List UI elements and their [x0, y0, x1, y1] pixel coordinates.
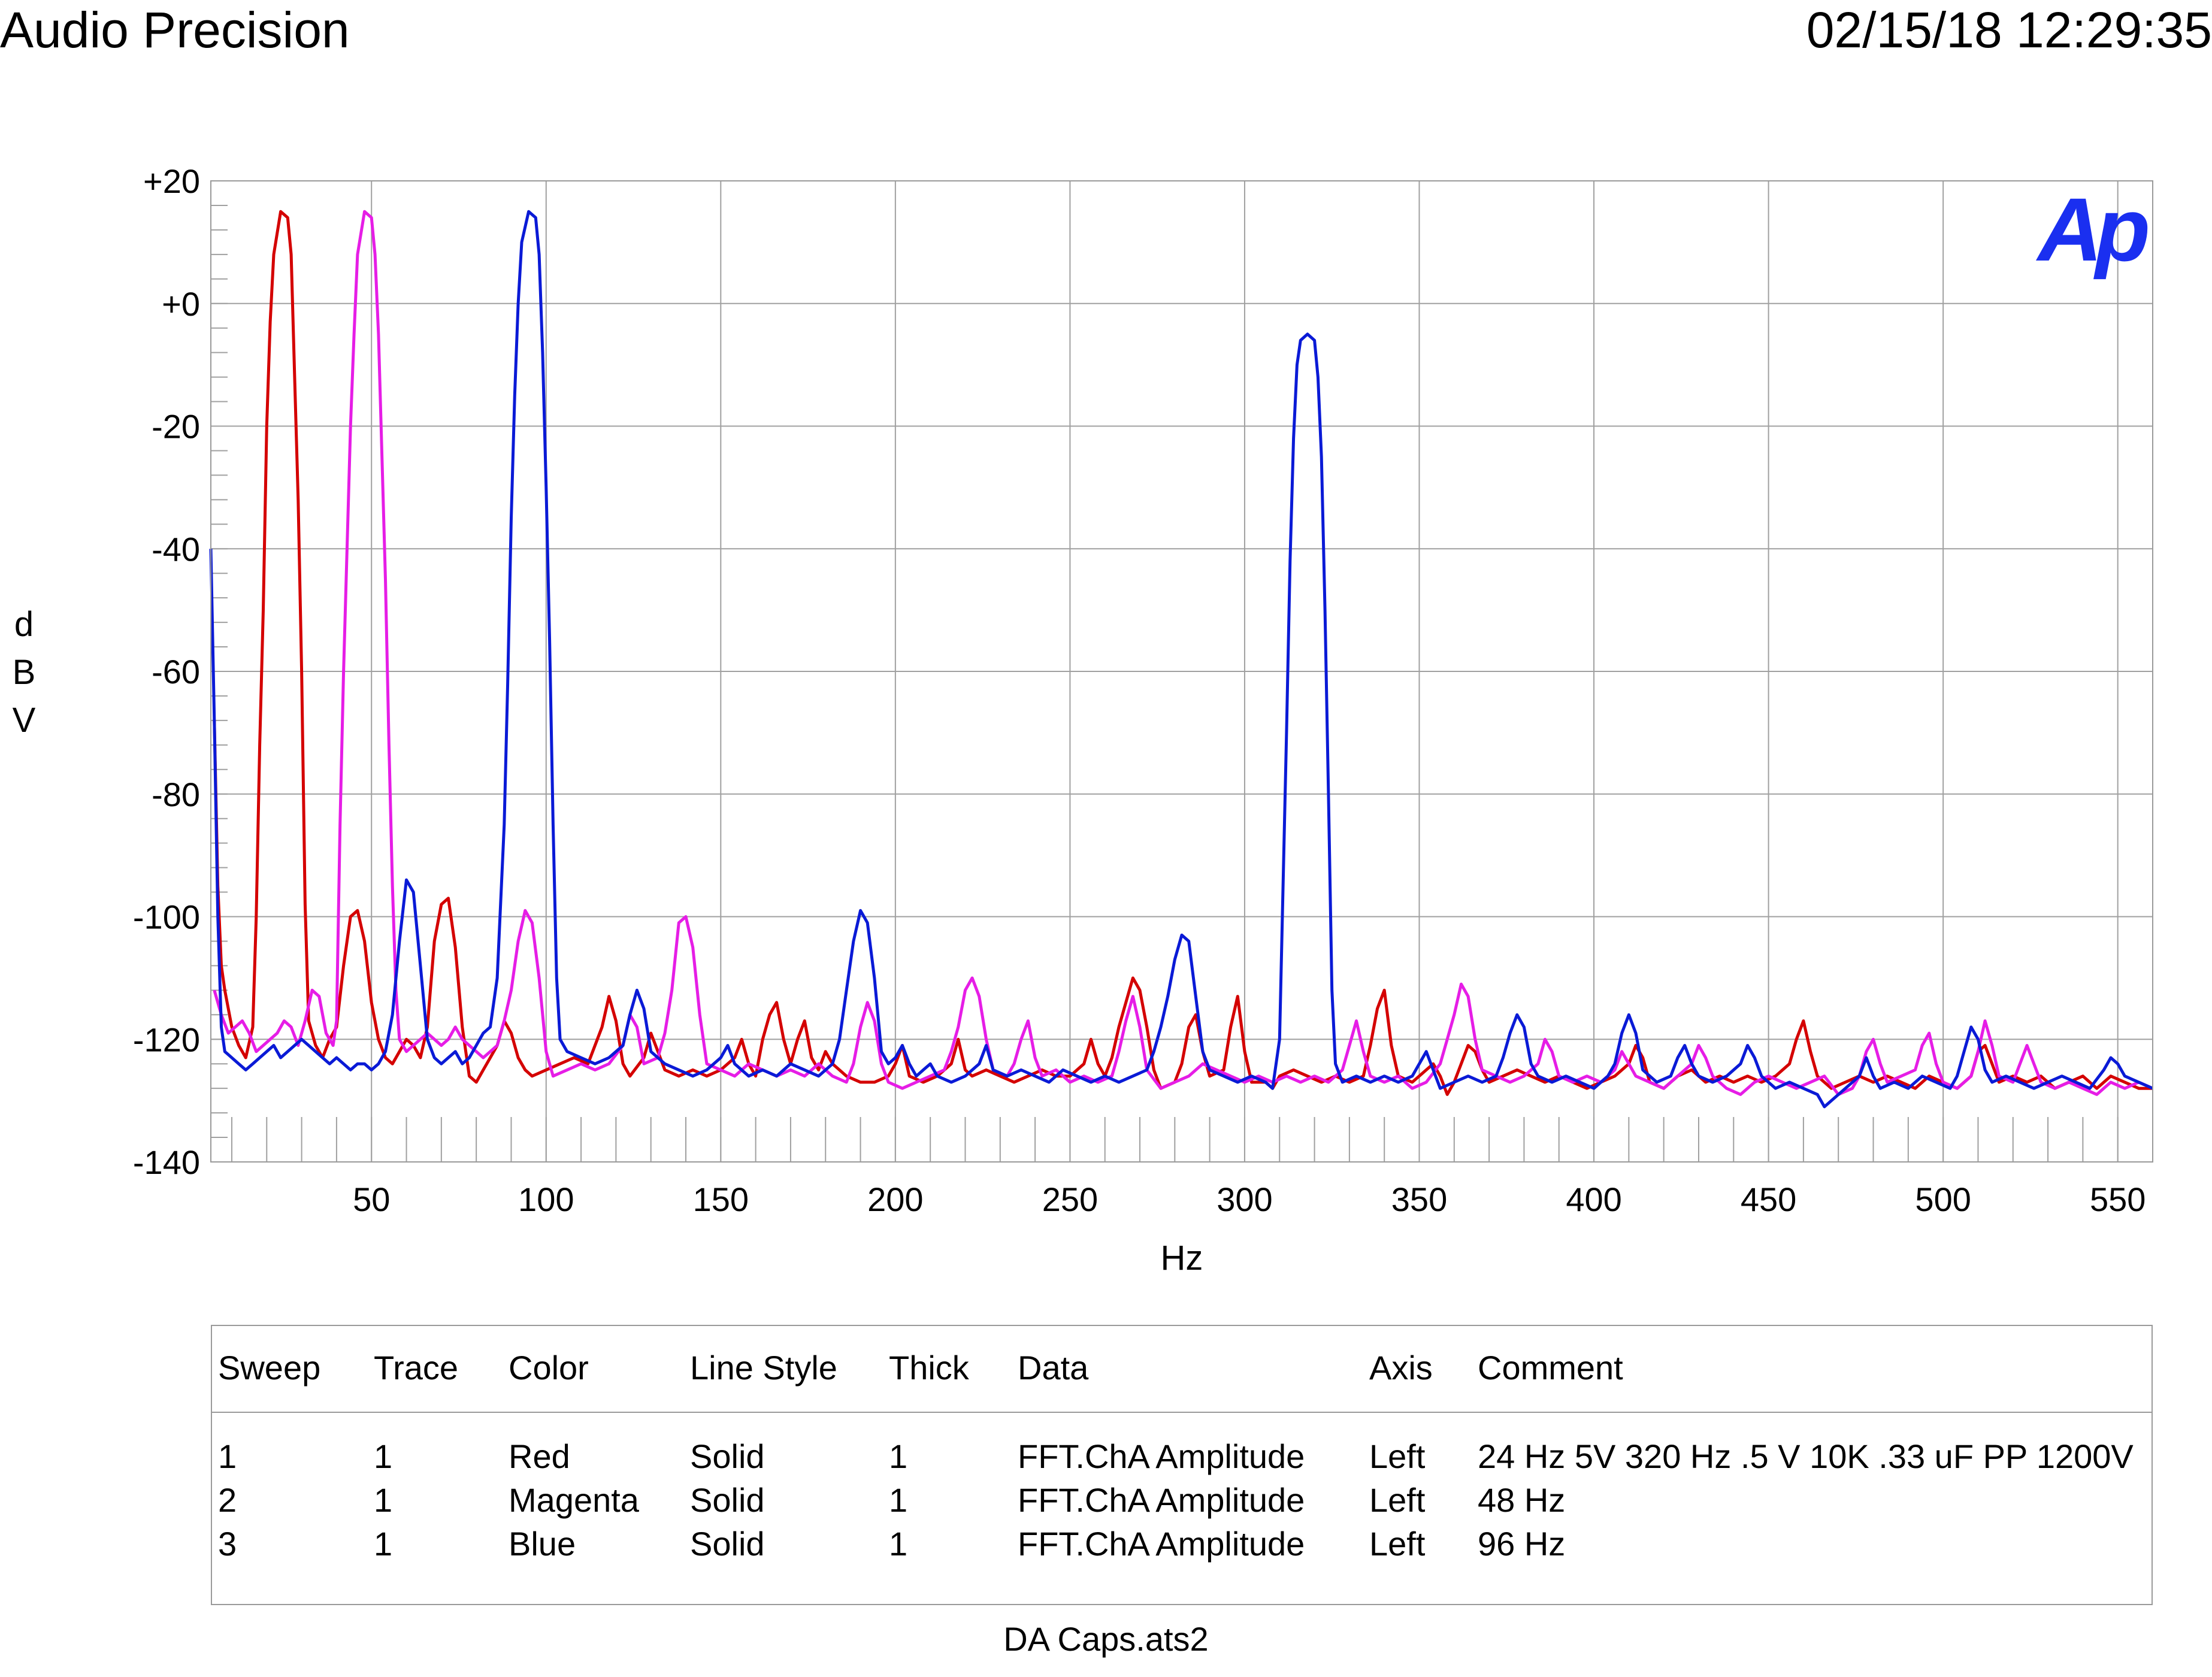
legend-header-trace: Trace — [374, 1349, 459, 1387]
timestamp: 02/15/18 12:29:35 — [1806, 2, 2212, 58]
y-tick-label: -140 — [133, 1143, 200, 1181]
plot-frame — [210, 180, 2153, 1163]
legend-cell-sweep: 3 — [218, 1525, 237, 1563]
x-tick-label: 150 — [693, 1180, 749, 1218]
y-axis-title-char: B — [13, 653, 36, 692]
legend-cell-data: FFT.ChA Amplitude — [1018, 1525, 1305, 1563]
legend-header-sweep: Sweep — [218, 1349, 321, 1387]
x-tick-labels: 50 100 150 200 250 300 350 400 450 500 550 — [353, 1180, 2146, 1218]
legend-cell-color: Magenta — [509, 1481, 639, 1519]
x-tick-label: 550 — [2090, 1180, 2146, 1218]
legend-cell-color: Red — [509, 1437, 570, 1475]
legend-cell-comment: 96 Hz — [1478, 1525, 1566, 1563]
y-tick-labels: +20 +0 -20 -40 -60 -80 -100 -120 -140 — [133, 162, 200, 1181]
file-name: DA Caps.ats2 — [1003, 1620, 1209, 1658]
legend-cell-sweep: 1 — [218, 1437, 237, 1475]
x-tick-label: 250 — [1042, 1180, 1098, 1218]
y-axis-title-char: V — [13, 701, 36, 740]
legend-cell-line-style: Solid — [690, 1525, 765, 1563]
series-line-3 — [209, 210, 2154, 1109]
x-tick-label: 300 — [1217, 1180, 1272, 1218]
x-tick-label: 200 — [867, 1180, 923, 1218]
x-tick-label: 350 — [1391, 1180, 1447, 1218]
y-axis-title: dBV — [13, 605, 36, 740]
legend-cell-thick: 1 — [889, 1481, 908, 1519]
series-line-2 — [213, 210, 2154, 1096]
legend-table: Sweep Trace Color Line Style Thick Data Axis Co… — [211, 1325, 2153, 1605]
y-tick-label: -20 — [152, 408, 200, 446]
minor-ticks — [211, 180, 2153, 1163]
x-axis-title: Hz — [1161, 1239, 1203, 1278]
legend-header-comment: Comment — [1478, 1349, 1623, 1387]
legend-header-data: Data — [1018, 1349, 1089, 1387]
legend-cell-comment: 24 Hz 5V 320 Hz .5 V 10K .33 uF PP 1200V — [1478, 1437, 2134, 1475]
x-tick-label: 50 — [353, 1180, 390, 1218]
fft-amplitude-chart: +20 +0 -20 -40 -60 -80 -100 -120 -140 50 100 150 20… — [13, 162, 2155, 1278]
legend-cell-line-style: Solid — [690, 1437, 765, 1475]
legend-cell-comment: 48 Hz — [1478, 1481, 1566, 1519]
y-tick-label: -40 — [152, 530, 200, 568]
y-tick-label: -60 — [152, 653, 200, 691]
legend-header-thick: Thick — [889, 1349, 969, 1387]
legend-cell-axis: Left — [1369, 1525, 1426, 1563]
y-tick-label: +0 — [162, 285, 200, 323]
y-tick-label: -80 — [152, 776, 200, 813]
legend-header-axis: Axis — [1369, 1349, 1433, 1387]
legend-cell-data: FFT.ChA Amplitude — [1018, 1481, 1305, 1519]
legend-cell-thick: 1 — [889, 1437, 908, 1475]
legend-cell-trace: 1 — [374, 1481, 393, 1519]
legend-header-color: Color — [509, 1349, 589, 1387]
legend-cell-thick: 1 — [889, 1525, 908, 1563]
app-title: Audio Precision — [0, 2, 350, 58]
series-lines — [209, 210, 2154, 1109]
legend-divider — [212, 1412, 2152, 1413]
legend-cell-trace: 1 — [374, 1437, 393, 1475]
y-tick-label: -100 — [133, 898, 200, 936]
plot-grid — [211, 180, 2153, 1163]
ap-logo: Ap — [2035, 179, 2147, 280]
x-tick-label: 500 — [1915, 1180, 1971, 1218]
y-tick-label: -120 — [133, 1021, 200, 1058]
y-tick-label: +20 — [143, 162, 200, 200]
series-line-1 — [213, 210, 2153, 1096]
legend-cell-line-style: Solid — [690, 1481, 765, 1519]
legend-cell-axis: Left — [1369, 1481, 1426, 1519]
y-axis-title-char: d — [14, 605, 34, 644]
legend-cell-trace: 1 — [374, 1525, 393, 1563]
legend-cell-sweep: 2 — [218, 1481, 237, 1519]
legend-header-line-style: Line Style — [690, 1349, 837, 1387]
legend-cell-color: Blue — [509, 1525, 576, 1563]
legend-cell-data: FFT.ChA Amplitude — [1018, 1437, 1305, 1475]
x-tick-label: 100 — [518, 1180, 574, 1218]
legend-cell-axis: Left — [1369, 1437, 1426, 1475]
x-tick-label: 400 — [1566, 1180, 1621, 1218]
x-tick-label: 450 — [1741, 1180, 1796, 1218]
